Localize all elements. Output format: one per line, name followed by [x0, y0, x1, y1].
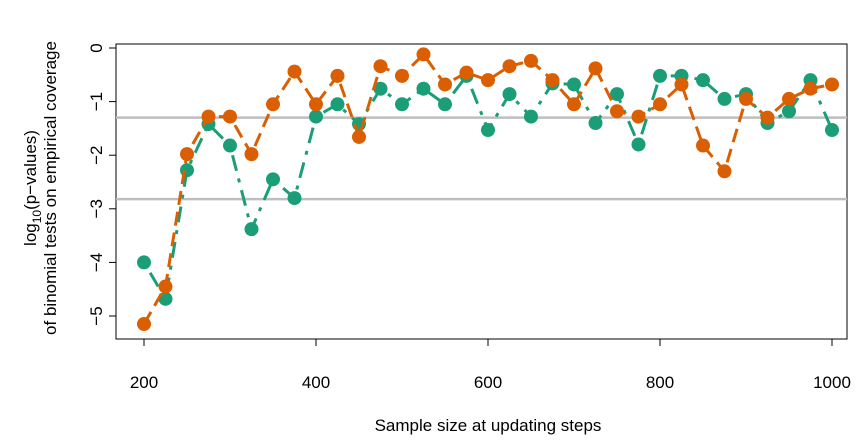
- series-0-point: [481, 123, 495, 138]
- series-1-point: [588, 61, 603, 76]
- y-axis: 0 −1 −2 −3 −4 −5: [87, 43, 116, 326]
- series-1-point: [416, 47, 431, 62]
- series-1: [137, 47, 839, 332]
- series-1-point: [782, 91, 796, 106]
- series-0-point: [502, 87, 517, 102]
- series-layer: [137, 47, 839, 332]
- series-0-point: [438, 97, 452, 112]
- series-line-0: [142, 74, 834, 301]
- series-0-point: [287, 191, 302, 206]
- series-1-point: [653, 97, 667, 112]
- series-1-point: [696, 138, 710, 153]
- y-tick-label: −4: [87, 253, 106, 272]
- series-1-point: [309, 97, 323, 112]
- y-axis-title-line2: of binomial tests on empirical coverage: [41, 41, 60, 335]
- series-0-point: [825, 123, 839, 138]
- series-0-point: [696, 73, 710, 88]
- x-tick-label: 200: [130, 373, 158, 392]
- x-tick-label: 800: [646, 373, 674, 392]
- series-1-point: [717, 164, 732, 179]
- y-tick-label: 0: [87, 43, 106, 52]
- series-1-point: [373, 59, 388, 74]
- series-1-point: [610, 104, 624, 119]
- series-line-1: [142, 52, 833, 325]
- series-0-point: [373, 81, 388, 96]
- series-0-point: [782, 104, 796, 119]
- y-tick-label: −5: [87, 306, 106, 325]
- y-axis-title-rest: (p−values): [21, 130, 40, 210]
- series-0-point: [567, 77, 581, 92]
- series-1-point: [352, 129, 366, 144]
- series-1-point: [481, 73, 495, 88]
- series-1-point: [330, 68, 345, 83]
- series-1-point: [674, 77, 689, 92]
- series-0-point: [244, 222, 259, 237]
- series-0-point: [330, 97, 345, 112]
- series-1-point: [266, 97, 280, 112]
- x-axis: 200 400 600 800 1000: [130, 339, 851, 392]
- series-1-point: [438, 77, 452, 92]
- series-1-point: [158, 279, 173, 294]
- series-1-point: [545, 73, 560, 88]
- series-1-point: [180, 147, 194, 162]
- series-0-point: [610, 87, 624, 102]
- series-0-point: [223, 138, 237, 153]
- series-0-point: [137, 255, 151, 270]
- series-0-point: [717, 91, 732, 106]
- series-0-point: [309, 109, 323, 124]
- series-1-point: [502, 59, 517, 74]
- x-axis-title: Sample size at updating steps: [375, 416, 602, 435]
- series-0-point: [524, 109, 538, 124]
- series-1-point: [137, 317, 151, 332]
- series-0-point: [395, 97, 409, 112]
- y-tick-label: −2: [87, 146, 106, 165]
- x-tick-label: 1000: [813, 373, 851, 392]
- series-1-point: [631, 109, 646, 124]
- reference-lines: [116, 116, 847, 201]
- series-0-point: [416, 81, 431, 96]
- series-1-point: [567, 97, 581, 112]
- series-1-point: [223, 109, 237, 124]
- series-1-point: [244, 147, 259, 162]
- series-1-point: [825, 77, 839, 92]
- series-0-point: [266, 172, 280, 187]
- series-1-point: [739, 91, 753, 106]
- y-axis-title-log: log: [21, 223, 40, 246]
- series-0-point: [588, 116, 603, 131]
- series-1-point: [760, 110, 775, 125]
- series-0-point: [653, 68, 667, 83]
- series-0: [137, 68, 839, 306]
- y-tick-label: −1: [87, 92, 106, 111]
- series-1-point: [287, 64, 302, 79]
- series-0-point: [631, 137, 646, 152]
- series-1-point: [201, 109, 216, 124]
- series-1-point: [395, 68, 409, 83]
- series-1-point: [524, 53, 538, 68]
- y-axis-title-subscript: 10: [30, 210, 44, 224]
- x-tick-label: 600: [474, 373, 502, 392]
- series-1-point: [459, 65, 474, 80]
- plot-frame: [115, 43, 848, 340]
- y-axis-title-line1: log10(p−values): [21, 130, 44, 246]
- y-tick-label: −3: [87, 199, 106, 218]
- x-tick-label: 400: [302, 373, 330, 392]
- series-1-point: [803, 81, 818, 96]
